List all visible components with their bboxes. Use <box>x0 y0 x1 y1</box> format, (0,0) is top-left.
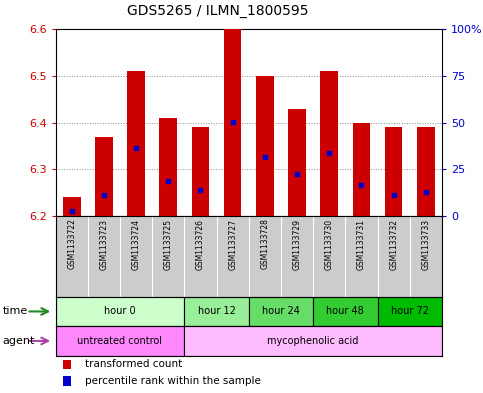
Text: GSM1133726: GSM1133726 <box>196 219 205 270</box>
Bar <box>56 326 185 356</box>
Bar <box>320 72 338 216</box>
Bar <box>185 297 249 326</box>
Text: untreated control: untreated control <box>77 336 162 346</box>
Bar <box>353 123 370 216</box>
Text: GSM1133729: GSM1133729 <box>293 219 301 270</box>
Text: hour 48: hour 48 <box>327 307 364 316</box>
Text: GSM1133725: GSM1133725 <box>164 219 173 270</box>
Text: GSM1133724: GSM1133724 <box>131 219 141 270</box>
Text: GSM1133722: GSM1133722 <box>67 219 76 270</box>
Text: GSM1133732: GSM1133732 <box>389 219 398 270</box>
Text: hour 12: hour 12 <box>198 307 236 316</box>
Text: GSM1133733: GSM1133733 <box>421 219 430 270</box>
Text: GDS5265 / ILMN_1800595: GDS5265 / ILMN_1800595 <box>127 4 308 18</box>
Text: mycophenolic acid: mycophenolic acid <box>268 336 359 346</box>
Text: GSM1133730: GSM1133730 <box>325 219 334 270</box>
Bar <box>56 297 185 326</box>
Bar <box>385 127 402 216</box>
Bar <box>256 76 274 216</box>
Bar <box>127 72 145 216</box>
Text: GSM1133731: GSM1133731 <box>357 219 366 270</box>
Text: transformed count: transformed count <box>85 359 182 369</box>
Bar <box>63 198 81 216</box>
Bar <box>95 137 113 216</box>
Text: percentile rank within the sample: percentile rank within the sample <box>85 376 260 386</box>
Bar <box>185 326 442 356</box>
Bar <box>63 376 71 386</box>
Bar <box>417 127 435 216</box>
Bar <box>288 109 306 216</box>
Text: hour 0: hour 0 <box>104 307 136 316</box>
Bar <box>378 297 442 326</box>
Text: time: time <box>2 307 28 316</box>
Text: agent: agent <box>2 336 35 346</box>
Text: hour 72: hour 72 <box>391 307 429 316</box>
Text: GSM1133723: GSM1133723 <box>99 219 108 270</box>
Bar <box>249 297 313 326</box>
Text: GSM1133727: GSM1133727 <box>228 219 237 270</box>
Text: hour 24: hour 24 <box>262 307 300 316</box>
Text: GSM1133728: GSM1133728 <box>260 219 270 270</box>
Bar <box>192 127 209 216</box>
Bar <box>159 118 177 216</box>
Bar <box>224 29 242 216</box>
Bar <box>63 360 71 369</box>
Bar <box>313 297 378 326</box>
